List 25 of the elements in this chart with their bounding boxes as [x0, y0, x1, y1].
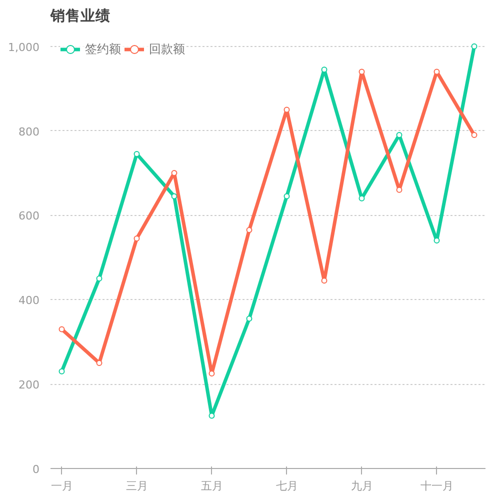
- x-tick-label: 五月: [200, 480, 223, 492]
- y-tick-label: 200: [18, 378, 40, 392]
- point: [171, 193, 178, 200]
- point: [134, 235, 140, 242]
- y-tick-label: 0: [32, 463, 40, 476]
- x-tick-label: 三月: [126, 480, 148, 492]
- point: [246, 316, 252, 322]
- point: [246, 227, 252, 233]
- y-tick-label: 800: [18, 125, 40, 138]
- point: [471, 132, 478, 138]
- point: [58, 326, 65, 332]
- x-tick-label: 十一月: [420, 480, 454, 492]
- point: [58, 368, 65, 374]
- chart-title: 销售业绩: [50, 8, 110, 24]
- y-tick-label: 1,000: [8, 40, 40, 54]
- point: [96, 276, 102, 282]
- legend-label: 回款额: [149, 40, 185, 58]
- x-tick-label: 九月: [350, 480, 373, 492]
- y-tick-label: 400: [18, 294, 40, 308]
- point: [471, 43, 478, 50]
- legend-label: 签约额: [85, 40, 121, 58]
- x-tick-label: 七月: [276, 480, 298, 492]
- x-tick-label: 一月: [50, 480, 73, 492]
- point: [284, 193, 290, 200]
- y-tick-label: 600: [18, 210, 40, 223]
